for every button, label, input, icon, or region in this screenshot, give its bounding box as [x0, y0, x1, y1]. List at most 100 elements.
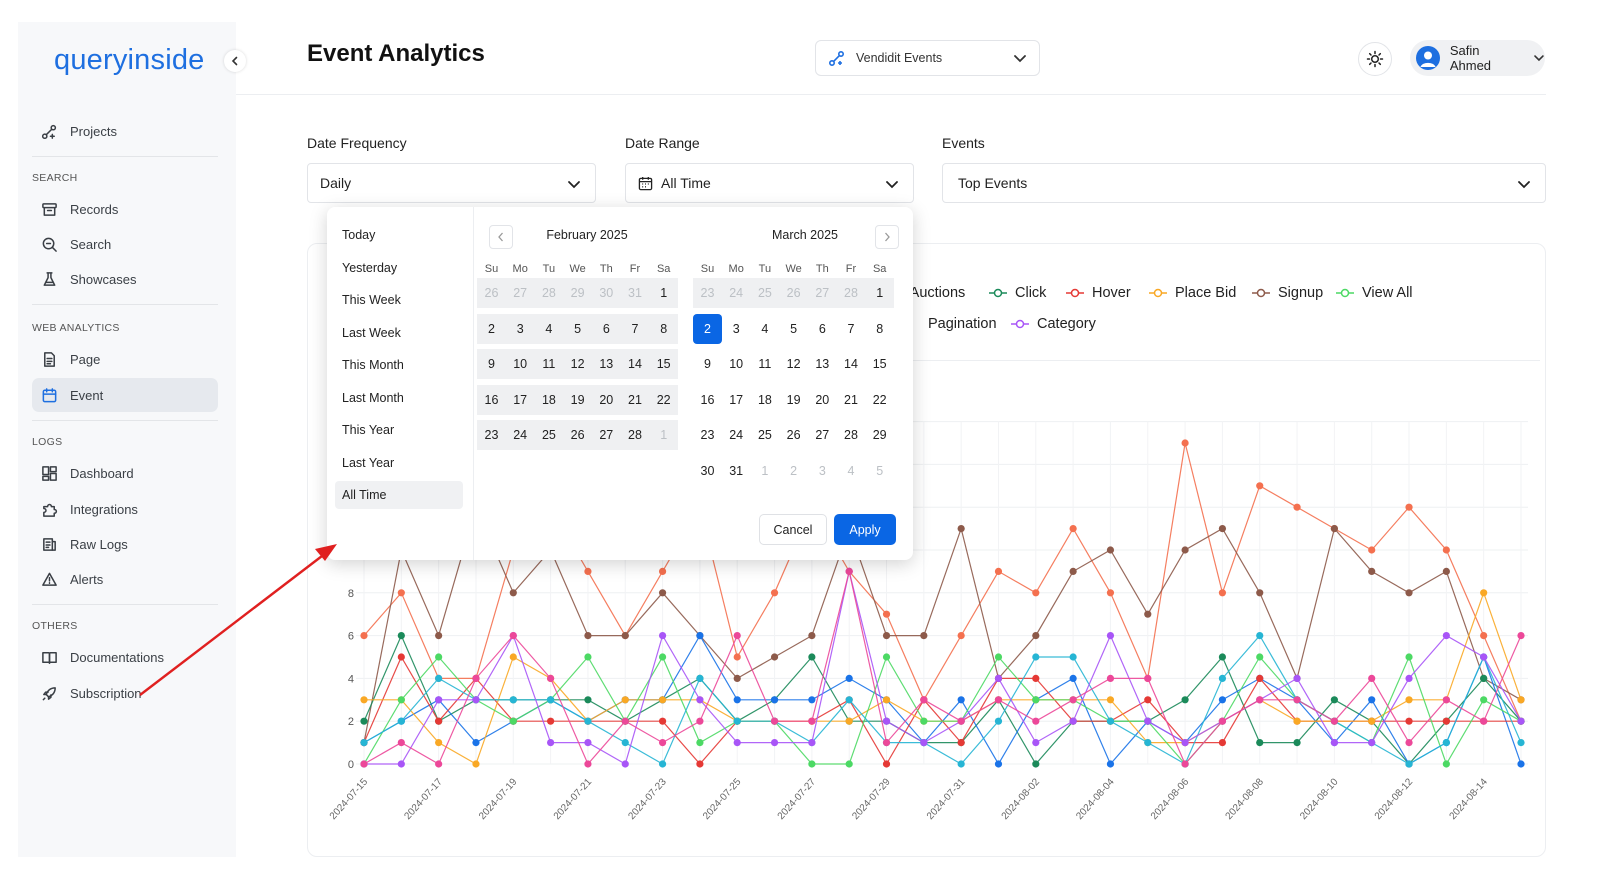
sidebar-item-event[interactable]: Event [32, 378, 218, 412]
data-point[interactable] [658, 567, 667, 576]
calendar-day[interactable]: 12 [563, 349, 593, 379]
apply-button[interactable]: Apply [834, 514, 896, 545]
data-point[interactable] [770, 696, 779, 704]
sidebar-item-records[interactable]: Records [32, 192, 218, 226]
legend-item[interactable]: Hover [1065, 285, 1131, 301]
data-point[interactable] [1256, 696, 1264, 704]
data-point[interactable] [733, 632, 741, 640]
data-point[interactable] [808, 696, 816, 704]
sidebar-item-subscription[interactable]: Subscription [32, 676, 218, 710]
data-point[interactable] [1330, 739, 1338, 747]
data-point[interactable] [1517, 696, 1525, 704]
data-point[interactable] [1106, 674, 1115, 683]
calendar-day[interactable]: 28 [534, 278, 564, 308]
preset-option[interactable]: Today [342, 228, 376, 242]
data-point[interactable] [621, 760, 629, 768]
data-point[interactable] [1106, 696, 1115, 704]
data-point[interactable] [696, 760, 704, 768]
calendar-day[interactable]: 7 [847, 321, 855, 336]
calendar-day[interactable]: 26 [786, 428, 801, 442]
calendar-day[interactable]: 3 [818, 463, 826, 478]
calendar-day[interactable]: 9 [704, 357, 711, 371]
preset-option[interactable]: This Year [342, 423, 395, 437]
data-point[interactable] [397, 589, 405, 597]
data-point[interactable] [1293, 717, 1301, 725]
calendar-day[interactable]: 28 [836, 278, 866, 308]
data-point[interactable] [397, 696, 405, 704]
data-point[interactable] [1442, 696, 1450, 704]
data-point[interactable] [658, 760, 667, 768]
calendar-day[interactable]: 7 [620, 313, 650, 344]
sidebar-item-integrations[interactable]: Integrations [32, 492, 218, 526]
calendar-day[interactable]: 3 [505, 313, 535, 344]
data-point[interactable] [1517, 760, 1525, 768]
data-point[interactable] [1368, 717, 1376, 725]
data-point[interactable] [845, 760, 853, 768]
data-point[interactable] [1368, 696, 1376, 704]
data-point[interactable] [472, 696, 480, 704]
data-point[interactable] [808, 717, 816, 725]
data-point[interactable] [621, 632, 629, 640]
data-point[interactable] [1106, 760, 1115, 768]
data-point[interactable] [509, 653, 517, 661]
data-point[interactable] [1256, 482, 1264, 490]
data-point[interactable] [509, 632, 517, 640]
calendar-day[interactable]: 31 [729, 463, 744, 478]
data-point[interactable] [397, 760, 405, 768]
calendar-day[interactable]: 23 [700, 428, 715, 442]
data-point[interactable] [584, 739, 592, 747]
legend-item[interactable]: ll Auctions [900, 285, 965, 301]
data-point[interactable] [435, 760, 443, 768]
calendar-day[interactable]: 8 [876, 321, 884, 336]
calendar-day[interactable]: 1 [649, 420, 679, 450]
data-point[interactable] [1181, 546, 1189, 554]
data-point[interactable] [1106, 589, 1115, 597]
data-point[interactable] [621, 696, 629, 704]
data-point[interactable] [435, 739, 443, 747]
calendar-day[interactable]: 22 [649, 384, 679, 415]
data-point[interactable] [733, 674, 741, 683]
data-point[interactable] [1069, 653, 1077, 661]
data-point[interactable] [1293, 674, 1301, 683]
data-point[interactable] [1069, 674, 1077, 683]
data-point[interactable] [1480, 674, 1488, 683]
data-point[interactable] [584, 632, 592, 640]
calendar-day[interactable]: 27 [807, 278, 837, 308]
data-point[interactable] [957, 525, 965, 533]
data-point[interactable] [509, 589, 517, 597]
data-point[interactable] [1069, 567, 1077, 576]
data-point[interactable] [1106, 632, 1115, 640]
calendar-day[interactable]: 6 [818, 321, 826, 336]
data-point[interactable] [696, 674, 704, 683]
calendar-day[interactable]: 31 [620, 278, 650, 308]
calendar-day[interactable]: 20 [591, 384, 621, 415]
calendar-day[interactable]: 26 [779, 278, 809, 308]
data-point[interactable] [920, 696, 928, 704]
calendar-day[interactable]: 24 [721, 278, 751, 308]
data-point[interactable] [994, 760, 1003, 768]
calendar-day[interactable]: 29 [563, 278, 593, 308]
data-point[interactable] [1218, 674, 1227, 683]
calendar-day[interactable]: 2 [693, 313, 722, 344]
data-point[interactable] [397, 739, 405, 747]
calendar-day[interactable]: 4 [534, 313, 564, 344]
calendar-day[interactable]: 4 [847, 463, 855, 478]
calendar-day[interactable]: 13 [815, 357, 830, 371]
data-point[interactable] [435, 717, 443, 725]
data-point[interactable] [1517, 739, 1525, 747]
calendar-day[interactable]: 2 [790, 463, 798, 478]
data-point[interactable] [1181, 739, 1189, 747]
data-point[interactable] [957, 632, 965, 640]
data-point[interactable] [882, 610, 891, 618]
calendar-day[interactable]: 29 [872, 428, 887, 442]
data-point[interactable] [584, 653, 592, 661]
data-point[interactable] [770, 653, 779, 661]
legend-item[interactable]: Signup [1251, 285, 1323, 301]
data-point[interactable] [696, 739, 704, 747]
data-point[interactable] [1256, 589, 1264, 597]
data-point[interactable] [584, 567, 592, 576]
data-point[interactable] [1330, 717, 1338, 725]
calendar-day[interactable]: 25 [750, 278, 780, 308]
preset-option[interactable]: This Week [342, 293, 401, 307]
data-point[interactable] [1480, 632, 1488, 640]
